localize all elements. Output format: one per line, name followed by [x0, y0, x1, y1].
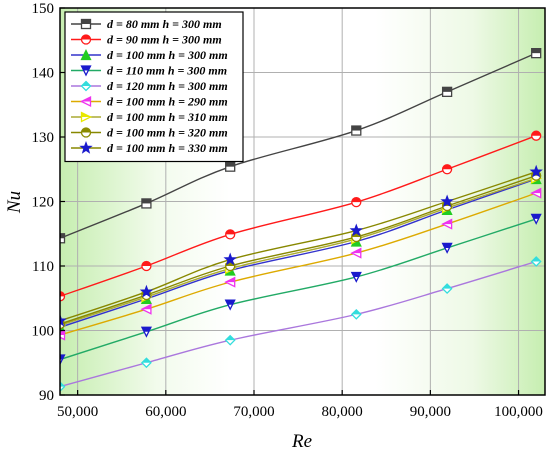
legend-label: d = 100 mm h = 290 mm [107, 95, 228, 109]
marker-fill [60, 291, 65, 297]
legend-box [64, 11, 244, 163]
marker-fill [81, 128, 91, 133]
legend-item: d = 100 mm h = 310 mm [71, 110, 228, 124]
legend-label: d = 110 mm h = 300 mm [107, 64, 227, 78]
data-point [60, 313, 67, 327]
legend-label: d = 120 mm h = 300 mm [107, 79, 228, 93]
marker-fill [225, 335, 235, 341]
marker-fill [442, 243, 452, 248]
x-tick-label: 80,000 [322, 404, 363, 420]
series-line [60, 175, 537, 325]
series-line [60, 260, 537, 388]
data-point [223, 252, 237, 266]
marker-fill [60, 355, 65, 360]
marker-fill [60, 330, 65, 336]
marker-fill [225, 162, 235, 167]
series-line [60, 177, 537, 327]
series-2 [60, 130, 542, 302]
ticks: 50,000 60,000 70,000 80,000 90,000 100,000 90 1… [32, 1, 543, 420]
marker-fill [531, 188, 541, 194]
data-point [529, 164, 543, 178]
data-point [349, 223, 363, 237]
series-line [60, 218, 537, 361]
legend-label: d = 80 mm h = 300 mm [107, 17, 222, 31]
marker-fill [81, 97, 91, 102]
series-9 [60, 164, 543, 327]
legend-label: d = 100 mm h = 320 mm [107, 126, 228, 140]
legend-label: d = 100 mm h = 310 mm [107, 110, 228, 124]
data-point [79, 140, 93, 154]
series-layer [60, 48, 543, 393]
series-4 [60, 213, 542, 366]
y-tick-label: 100 [32, 324, 55, 340]
series-line [60, 135, 537, 297]
marker-fill [81, 66, 91, 71]
marker-fill [141, 304, 151, 310]
marker-fill [81, 112, 91, 117]
legend: d = 80 mm h = 300 mm d = 90 mm h = 300 mm… [64, 11, 244, 163]
marker-fill [141, 198, 151, 204]
marker-fill [442, 284, 452, 289]
marker-fill [141, 327, 151, 332]
marker-fill [351, 309, 361, 315]
marker-fill [531, 256, 541, 262]
x-tick-label: 60,000 [145, 404, 186, 420]
legend-label: d = 100 mm h = 330 mm [107, 141, 228, 155]
data-point [139, 284, 154, 298]
y-tick-label: 90 [39, 388, 54, 404]
data-point [440, 194, 454, 208]
marker-fill [442, 87, 452, 92]
x-tick-label: 70,000 [233, 404, 274, 420]
marker-fill [442, 219, 452, 225]
marker-fill [351, 248, 361, 254]
series-line [60, 178, 537, 328]
series-line [60, 192, 537, 336]
y-tick-label: 140 [32, 66, 55, 82]
y-tick-label: 150 [32, 1, 55, 17]
data-point [80, 49, 92, 61]
marker-fill [531, 131, 541, 136]
marker-fill [351, 197, 361, 203]
marker-fill [442, 164, 452, 170]
marker-fill [531, 214, 541, 219]
legend-item: d = 100 mm h = 330 mm [71, 140, 228, 155]
series-6 [60, 187, 542, 341]
x-axis-title: Re [291, 431, 312, 452]
x-tick-label: 90,000 [410, 404, 451, 420]
marker-fill [141, 261, 151, 266]
x-tick-label: 100,000 [494, 404, 543, 420]
legend-item: d = 100 mm h = 290 mm [71, 95, 228, 109]
marker-fill [81, 19, 91, 24]
marker-fill [351, 272, 361, 277]
marker-fill [60, 233, 65, 239]
marker-fill [351, 126, 361, 131]
marker-fill [225, 300, 235, 305]
legend-item: d = 80 mm h = 300 mm [71, 17, 222, 31]
legend-item: d = 90 mm h = 300 mm [71, 33, 222, 47]
legend-item: d = 100 mm h = 300 mm [71, 48, 228, 62]
series-5 [60, 256, 542, 393]
legend-label: d = 90 mm h = 300 mm [107, 33, 222, 47]
grid [60, 7, 545, 396]
legend-item: d = 120 mm h = 300 mm [71, 79, 228, 93]
series-line [60, 52, 537, 239]
marker-fill [81, 35, 91, 40]
y-axis-title: Nu [4, 191, 25, 214]
series-1 [60, 48, 542, 244]
y-tick-label: 120 [32, 195, 55, 211]
marker-fill [531, 48, 541, 54]
x-tick-label: 50,000 [57, 404, 98, 420]
legend-label: d = 100 mm h = 300 mm [107, 48, 228, 62]
legend-item: d = 110 mm h = 300 mm [71, 64, 227, 78]
y-tick-label: 110 [32, 259, 54, 275]
marker-fill [225, 277, 235, 283]
marker-fill [225, 229, 235, 235]
marker-fill [141, 358, 151, 363]
y-tick-label: 130 [32, 130, 55, 146]
marker-fill [81, 81, 91, 86]
marker-fill [60, 382, 65, 387]
legend-item: d = 100 mm h = 320 mm [71, 126, 228, 140]
